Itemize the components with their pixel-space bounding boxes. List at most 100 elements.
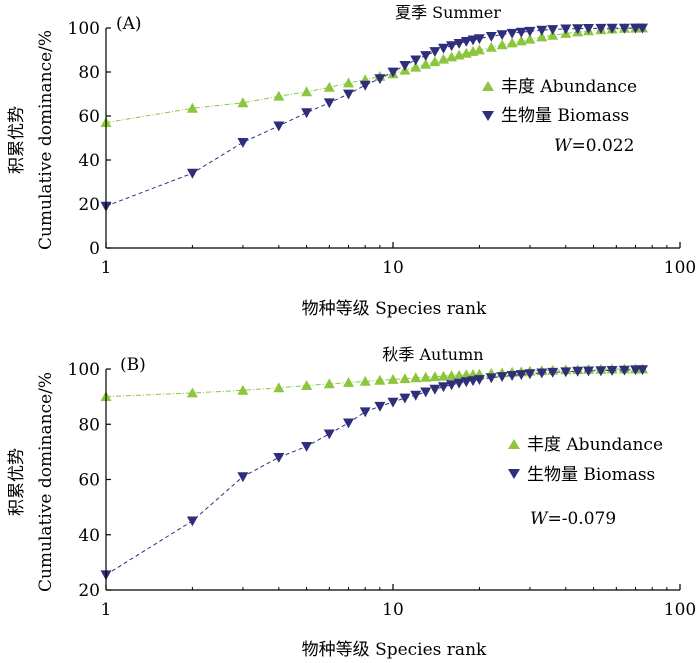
panel-a-biomass-point — [515, 27, 527, 38]
panel-a-biomass-point — [460, 37, 472, 47]
panel-b-legend-biomass-label: 生物量 Biomass — [527, 465, 655, 485]
panel-b-biomass-point — [496, 372, 508, 382]
panel-b-abundance-point — [410, 372, 422, 383]
panel-a-biomass-point — [429, 47, 441, 57]
panel-a-x-tick-label: 100 — [664, 258, 696, 278]
panel-b-biomass-point — [595, 366, 607, 377]
panel-a-biomass-point — [323, 98, 335, 109]
panel-b-abundance-point — [186, 387, 198, 398]
panel-b-biomass-point — [374, 401, 386, 412]
panel-a-biomass-point — [637, 23, 648, 34]
panel-a-abundance-point — [420, 58, 432, 69]
panel-a-y-tick-label: 40 — [78, 151, 100, 171]
panel-a-biomass-point — [438, 43, 449, 54]
panel-b-biomass-point — [572, 366, 584, 377]
panel-b-label: (B) — [120, 355, 146, 375]
panel-a-w-stat: W=0.022 — [554, 136, 634, 156]
panel-b-legend-abundance-marker — [508, 439, 520, 449]
panel-a-biomass-point — [606, 23, 618, 34]
panel-b-biomass-point — [446, 380, 458, 391]
panel-b-abundance-point — [343, 377, 354, 387]
panel-a-biomass-line — [105, 27, 643, 207]
panel-b-y-tick-label: 20 — [78, 581, 100, 601]
panel-a-biomass-point — [446, 41, 458, 52]
panel-a-biomass-point — [618, 23, 630, 34]
panel-b-abundance-point — [420, 371, 432, 382]
panel-b-biomass-point — [237, 472, 249, 483]
panel-b-biomass-point — [618, 365, 630, 376]
panel-b-biomass-point — [473, 375, 485, 385]
panel-a-abundance-point — [536, 31, 548, 42]
panel-a-biomass-point — [301, 108, 313, 119]
panel-b-x-tick-label: 1 — [101, 600, 112, 620]
panel-b-biomass-point — [560, 367, 572, 378]
panel-a-biomass-point — [572, 24, 584, 35]
panel-a-abundance-point — [410, 61, 422, 72]
panel-a-biomass-point — [420, 51, 432, 61]
panel-a-abundance-point — [515, 35, 527, 46]
panel-a-abundance-point — [473, 44, 485, 55]
panel-b-abundance-point — [387, 374, 399, 384]
panel-b-x-label: 物种等级 Species rank — [302, 640, 487, 660]
panel-a-abundance-point — [237, 97, 249, 108]
panel-a-biomass-point — [410, 55, 422, 66]
panel-b-biomass-point — [506, 371, 518, 381]
panel-b-abundance-point — [323, 378, 335, 389]
panel-a-abundance-point — [485, 41, 497, 52]
panel-b-biomass-point — [387, 397, 399, 408]
panel-b-y-tick-label: 80 — [78, 415, 100, 435]
panel-a-biomass-point — [374, 74, 386, 85]
panel-b-abundance-point — [301, 380, 313, 390]
panel-b-title: 秋季 Autumn — [382, 345, 483, 364]
panel-b-biomass-point — [410, 390, 422, 401]
panel-a-y-tick-label: 80 — [78, 63, 100, 83]
panel-a-y-label-en: Cumulative dominance/% — [36, 30, 56, 250]
panel-a-legend-abundance-marker — [482, 81, 494, 91]
panel-a-biomass-point — [496, 30, 508, 41]
panel-a-biomass-point — [630, 23, 641, 34]
panel-a-legend: 丰度 Abundance 生物量 Biomass — [482, 77, 637, 126]
panel-b-biomass-point — [420, 387, 432, 398]
panel-a-abundance-point — [301, 86, 313, 97]
panel-a-biomass-point — [524, 26, 536, 37]
panel-a-biomass-point — [506, 28, 518, 39]
panel-a-abundance-point — [186, 102, 198, 113]
panel-a-y-tick-label: 0 — [89, 239, 100, 259]
panel-a-biomass-point — [387, 67, 399, 78]
panel-a-abundance-point — [343, 77, 354, 88]
panel-b-y-tick-label: 100 — [68, 360, 100, 380]
panel-a-y-tick-label: 20 — [78, 195, 100, 215]
panel-a-biomass-point — [237, 138, 249, 148]
panel-b-biomass-point — [438, 382, 449, 393]
panel-a-biomass-point — [485, 32, 497, 42]
panel-a-title: 夏季 Summer — [395, 3, 501, 22]
panel-a-biomass-point — [186, 168, 198, 179]
panel-a-biomass-point — [595, 23, 607, 34]
panel-b-abundance-point — [273, 382, 285, 393]
panel-b-biomass-point — [323, 429, 335, 440]
panel-a-legend-biomass-marker — [482, 111, 494, 121]
panel-b-biomass-point — [399, 393, 411, 404]
panel-a-biomass-point — [273, 121, 285, 132]
panel-b-x-tick-label: 100 — [664, 600, 696, 620]
panel-b-biomass-point — [606, 366, 618, 376]
panel-a-y-tick-label: 100 — [68, 19, 100, 39]
panel-b-biomass-point — [359, 407, 371, 418]
panel-b-abundance-point — [429, 371, 441, 382]
panel-b-biomass-point — [583, 366, 594, 377]
panel-b-abundance-point — [374, 374, 386, 385]
panel-a-x-tick-label: 10 — [382, 258, 404, 278]
panel-b-abundance-point — [438, 370, 449, 381]
panel-b-y-tick-label: 60 — [78, 471, 100, 491]
panel-a-legend-biomass-label: 生物量 Biomass — [501, 106, 629, 126]
panel-b-abundance-point — [237, 384, 249, 395]
panel-a-biomass-point — [536, 25, 548, 36]
panel-a-label: (A) — [116, 14, 142, 34]
panel-b-x-tick-label: 10 — [382, 600, 404, 620]
panel-a-x-tick-label: 1 — [101, 258, 112, 278]
panel-a-biomass-point — [399, 61, 411, 71]
panel-b-biomass-point — [460, 377, 472, 388]
panel-b: 20 40 60 80 100 1 10 100 (B) 秋季 Autumn 物种等级 Spe… — [7, 345, 696, 660]
panel-a-biomass-point — [560, 24, 572, 35]
